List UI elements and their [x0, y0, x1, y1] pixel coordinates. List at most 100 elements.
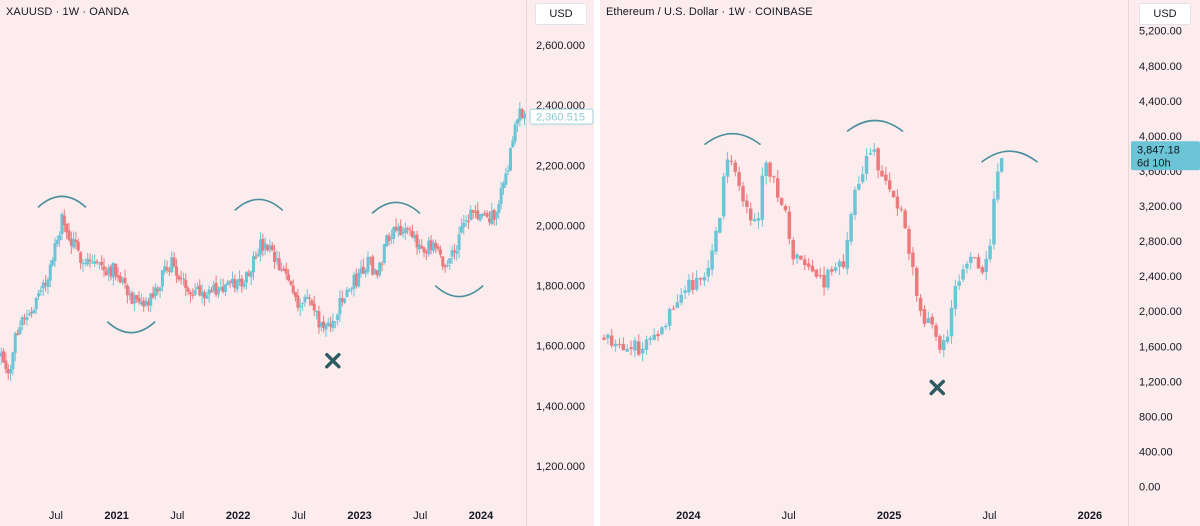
- candle-body: [513, 124, 517, 142]
- candle-body: [787, 211, 792, 239]
- candle-body: [427, 240, 431, 255]
- candle-body: [698, 278, 703, 280]
- chart-title: XAUUSD · 1W · OANDA: [6, 6, 129, 18]
- candle-body: [226, 281, 230, 286]
- candle-body: [41, 282, 45, 289]
- candle-body: [613, 343, 618, 347]
- candle-body: [259, 239, 263, 255]
- candle-body: [111, 263, 115, 278]
- candle-body: [263, 243, 267, 249]
- candle-body: [756, 218, 761, 221]
- candle-body: [515, 119, 519, 124]
- y-tick-label: 800.00: [1139, 411, 1173, 423]
- candle-body: [95, 261, 99, 263]
- candle-body: [389, 238, 393, 240]
- candle-body: [466, 221, 470, 223]
- candle-body: [845, 239, 849, 269]
- arc-annotation[interactable]: [37, 195, 87, 208]
- candle-body: [899, 208, 904, 210]
- candle-body: [803, 259, 807, 266]
- candle-body: [144, 301, 148, 306]
- chart-panel-xauusd[interactable]: XAUUSD · 1W · OANDA 1,200.000 1,400.000 1,…: [0, 0, 594, 526]
- chart-panel-ethusd[interactable]: Ethereum / U.S. Dollar · 1W · COINBASE 0…: [600, 0, 1200, 526]
- arc-annotation[interactable]: [371, 201, 421, 214]
- arc-annotation[interactable]: [434, 284, 484, 298]
- panel-divider[interactable]: [594, 0, 600, 526]
- candle-body: [135, 295, 139, 300]
- candle-body: [452, 250, 456, 253]
- candle-body: [779, 197, 784, 205]
- x-tick-label: Jul: [170, 510, 184, 522]
- candle-body: [97, 262, 101, 264]
- candle-body: [373, 269, 377, 274]
- candle-body: [167, 270, 171, 272]
- candle-body: [841, 261, 846, 268]
- candle-body: [455, 250, 459, 254]
- candle-body: [329, 324, 333, 327]
- candle-body: [60, 213, 64, 235]
- candle-body: [999, 158, 1004, 172]
- candle-body: [79, 252, 83, 263]
- arc-annotation[interactable]: [704, 132, 761, 146]
- candle-body: [629, 347, 633, 349]
- candle-body: [799, 255, 803, 260]
- bar-countdown-label: 6d 10h: [1137, 157, 1171, 169]
- candle-body: [814, 269, 819, 277]
- candle-body: [280, 269, 284, 271]
- candle-body: [165, 267, 169, 270]
- candle-body: [961, 269, 965, 280]
- y-tick-label: 4,000.00: [1139, 131, 1182, 143]
- candle-body: [637, 341, 641, 355]
- candle-body: [48, 264, 52, 281]
- price-scale[interactable]: USD: [526, 0, 594, 526]
- candle-body: [996, 171, 1000, 200]
- currency-button[interactable]: USD: [535, 3, 587, 25]
- candle-body: [485, 213, 489, 217]
- y-tick-label: 1,800.000: [536, 281, 585, 293]
- y-tick-label: 0.00: [1139, 482, 1160, 494]
- candle-body: [764, 162, 768, 177]
- candle-body: [18, 326, 22, 335]
- candle-body: [107, 268, 111, 274]
- candle-body: [308, 297, 312, 299]
- candle-body: [617, 343, 622, 345]
- candle-body: [806, 263, 811, 267]
- price-scale[interactable]: USD: [1128, 0, 1200, 526]
- candle-body: [76, 241, 80, 251]
- candle-body: [291, 285, 295, 293]
- candle-body: [443, 265, 447, 268]
- candle-body: [849, 214, 853, 242]
- candle-body: [72, 238, 76, 248]
- candle-body: [922, 309, 927, 324]
- arc-annotation[interactable]: [981, 150, 1039, 163]
- arc-annotation[interactable]: [846, 119, 904, 133]
- cross-marker-icon[interactable]: [325, 352, 341, 369]
- cross-marker-icon[interactable]: [929, 379, 946, 396]
- chart-canvas-xauusd[interactable]: 1,200.000 1,400.000 1,600.000 1,800.000 2,00…: [0, 0, 594, 526]
- candle-body: [965, 263, 969, 269]
- chart-canvas-ethusd[interactable]: 0.00 400.00 800.00 1,200.00 1,600.00 2,000.00…: [600, 0, 1200, 526]
- candle-body: [361, 266, 365, 274]
- candle-body: [945, 336, 950, 342]
- candle-body: [123, 277, 127, 284]
- candle-body: [170, 257, 174, 273]
- candle-body: [473, 211, 477, 213]
- candle-body: [13, 333, 17, 353]
- arc-annotation[interactable]: [106, 321, 156, 334]
- candle-body: [683, 290, 687, 293]
- arc-annotation[interactable]: [234, 198, 284, 211]
- candle-body: [431, 242, 435, 251]
- candle-body: [338, 297, 342, 315]
- candle-body: [733, 162, 738, 172]
- candle-body: [142, 300, 146, 307]
- x-tick-label: 2025: [877, 510, 901, 522]
- candle-body: [100, 261, 104, 266]
- candle-body: [930, 316, 934, 325]
- last-price-label: 2,360.515: [536, 112, 585, 124]
- candle-body: [114, 263, 118, 276]
- candle-body: [128, 293, 132, 295]
- candle-body: [441, 256, 445, 267]
- candle-body: [926, 318, 931, 323]
- currency-button[interactable]: USD: [1139, 3, 1191, 25]
- candle-body: [691, 280, 695, 291]
